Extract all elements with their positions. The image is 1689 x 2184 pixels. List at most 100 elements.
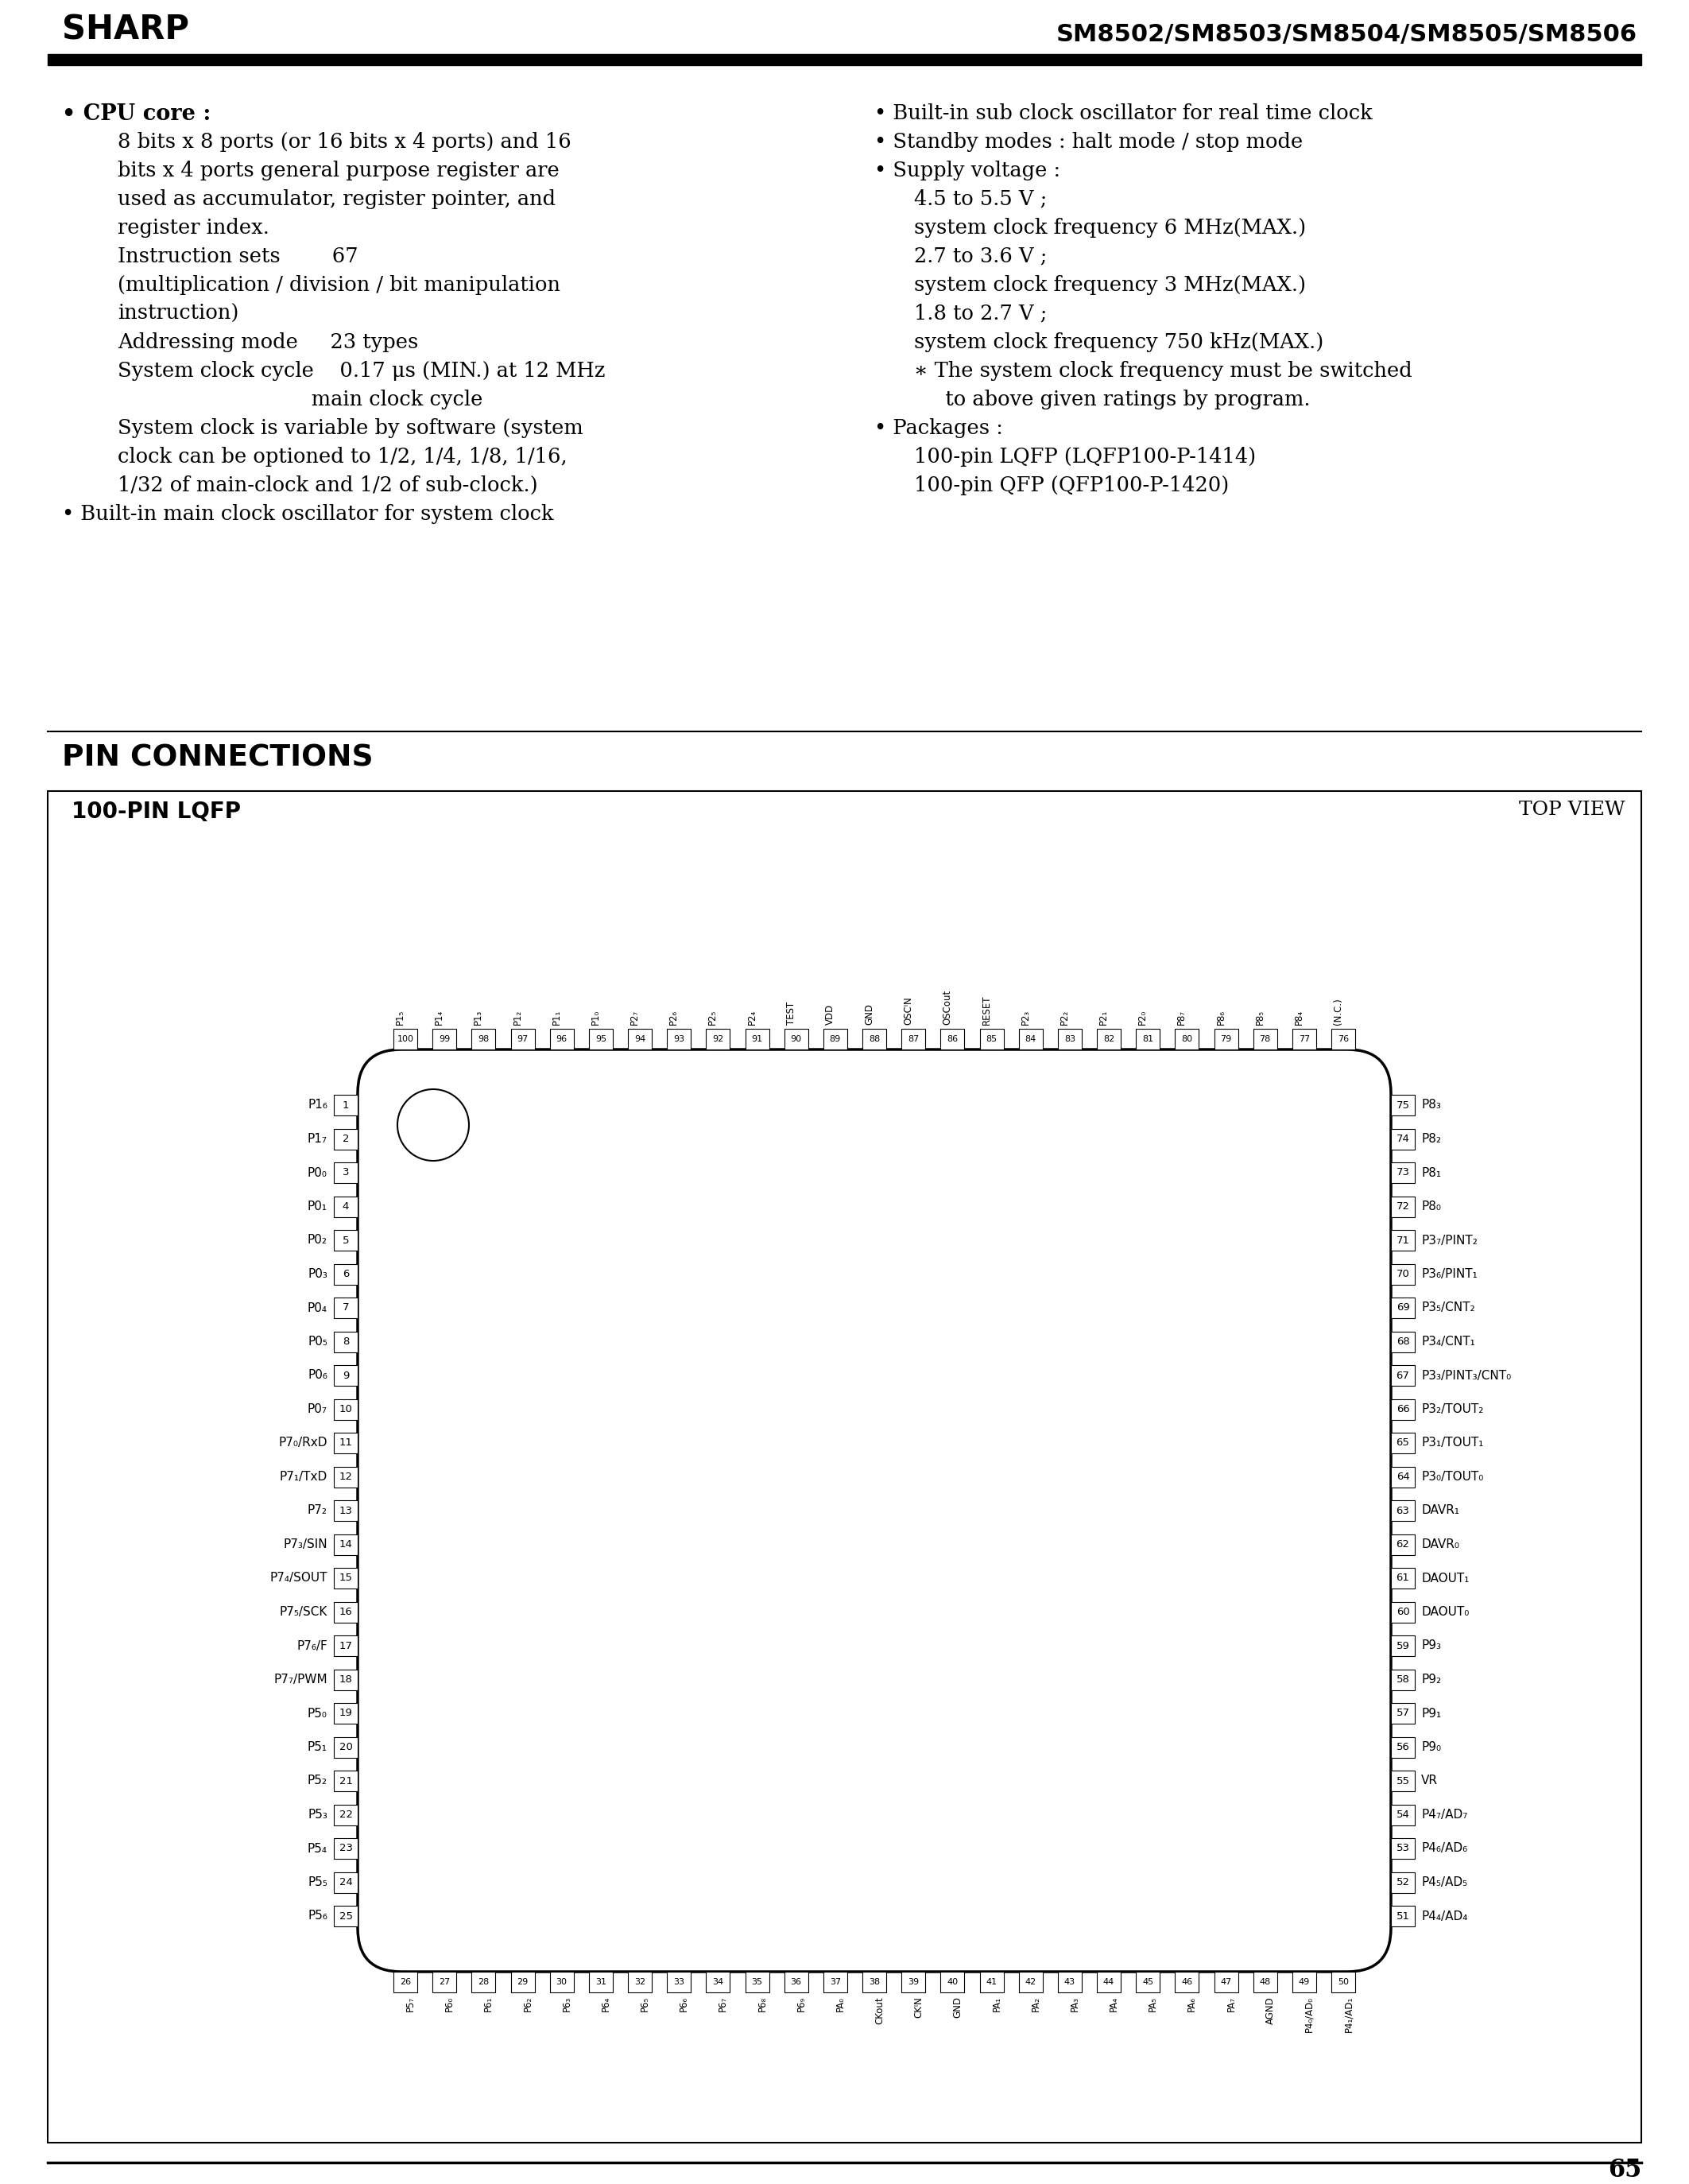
Text: ∗ The system clock frequency must be switched: ∗ The system clock frequency must be swi…: [914, 360, 1412, 380]
Bar: [1392, 1265, 1415, 1284]
Text: 11: 11: [339, 1437, 353, 1448]
Text: 88: 88: [868, 1035, 880, 1044]
Text: CKᴵN: CKᴵN: [914, 1996, 924, 2018]
Text: P3₆/PINT₁: P3₆/PINT₁: [1420, 1269, 1478, 1280]
Text: PA₃: PA₃: [1069, 1996, 1079, 2011]
Text: Addressing mode     23 types: Addressing mode 23 types: [118, 332, 419, 352]
Bar: [1392, 1704, 1415, 1723]
Text: P4₀/AD₀: P4₀/AD₀: [1304, 1996, 1314, 2031]
Bar: [628, 1029, 652, 1051]
Text: 45: 45: [1142, 1979, 1154, 1985]
Bar: [628, 1972, 652, 1992]
Text: P6₆: P6₆: [679, 1996, 689, 2011]
Text: 15: 15: [339, 1572, 353, 1583]
Text: P7₇/PWM: P7₇/PWM: [274, 1673, 328, 1686]
Bar: [1057, 1029, 1081, 1051]
Bar: [334, 1297, 358, 1319]
Text: 54: 54: [1397, 1811, 1410, 1819]
Text: 38: 38: [868, 1979, 880, 1985]
Text: 1/32 of main-clock and 1/2 of sub-clock.): 1/32 of main-clock and 1/2 of sub-clock.…: [118, 476, 537, 496]
Text: P3₂/TOUT₂: P3₂/TOUT₂: [1420, 1404, 1483, 1415]
Text: (N.C.): (N.C.): [1333, 998, 1343, 1024]
Text: P6₅: P6₅: [640, 1996, 650, 2011]
Text: P8₁: P8₁: [1420, 1166, 1441, 1179]
Text: P5₆: P5₆: [307, 1911, 328, 1922]
Bar: [1253, 1029, 1277, 1051]
Text: 59: 59: [1397, 1640, 1410, 1651]
Text: • Standby modes : halt mode / stop mode: • Standby modes : halt mode / stop mode: [875, 131, 1302, 153]
Text: P1₆: P1₆: [307, 1099, 328, 1112]
Text: P4₆/AD₆: P4₆/AD₆: [1420, 1843, 1468, 1854]
Text: 30: 30: [556, 1979, 568, 1985]
Bar: [1392, 1771, 1415, 1791]
Text: 36: 36: [790, 1979, 802, 1985]
Text: P1₃: P1₃: [473, 1009, 483, 1024]
Text: 98: 98: [478, 1035, 490, 1044]
Bar: [334, 1365, 358, 1387]
Text: P0₂: P0₂: [307, 1234, 328, 1247]
Text: P0₆: P0₆: [307, 1369, 328, 1382]
Text: P6₈: P6₈: [757, 1996, 767, 2011]
Bar: [1392, 1736, 1415, 1758]
Text: 2.7 to 3.6 V ;: 2.7 to 3.6 V ;: [914, 247, 1047, 266]
Bar: [1253, 1972, 1277, 1992]
Text: 77: 77: [1299, 1035, 1311, 1044]
Bar: [1392, 1297, 1415, 1319]
Text: 1.8 to 2.7 V ;: 1.8 to 2.7 V ;: [914, 304, 1047, 323]
Text: OSCᴵN: OSCᴵN: [904, 996, 914, 1024]
Bar: [589, 1029, 613, 1051]
Bar: [471, 1029, 495, 1051]
Bar: [980, 1972, 1003, 1992]
Text: 27: 27: [439, 1979, 449, 1985]
Text: 48: 48: [1260, 1979, 1270, 1985]
Bar: [334, 1872, 358, 1894]
Bar: [1137, 1029, 1160, 1051]
Text: 25: 25: [339, 1911, 353, 1922]
Text: 2: 2: [343, 1133, 350, 1144]
Text: 67: 67: [1397, 1369, 1410, 1380]
Text: 29: 29: [517, 1979, 529, 1985]
Text: P1₇: P1₇: [307, 1133, 328, 1144]
Text: 80: 80: [1181, 1035, 1192, 1044]
Bar: [745, 1972, 768, 1992]
Text: P2₁: P2₁: [1098, 1009, 1108, 1024]
Text: P8₂: P8₂: [1420, 1133, 1441, 1144]
Text: Instruction sets        67: Instruction sets 67: [118, 247, 358, 266]
Text: 95: 95: [595, 1035, 606, 1044]
Bar: [334, 1839, 358, 1859]
Bar: [1392, 1365, 1415, 1387]
Text: VDD: VDD: [824, 1005, 836, 1024]
Text: P8₄: P8₄: [1294, 1009, 1304, 1024]
Bar: [334, 1265, 358, 1284]
Text: 31: 31: [595, 1979, 606, 1985]
Text: 86: 86: [948, 1035, 958, 1044]
Text: P8₆: P8₆: [1216, 1009, 1226, 1024]
Text: P9₀: P9₀: [1420, 1741, 1441, 1754]
Bar: [1392, 1804, 1415, 1826]
Text: 3: 3: [343, 1168, 350, 1177]
Bar: [1392, 1332, 1415, 1352]
Text: register index.: register index.: [118, 218, 269, 238]
Text: P2₅: P2₅: [708, 1009, 718, 1024]
Text: GND: GND: [953, 1996, 963, 2018]
Text: 49: 49: [1299, 1979, 1311, 1985]
Text: 19: 19: [339, 1708, 353, 1719]
Text: 13: 13: [339, 1505, 353, 1516]
Bar: [1214, 1029, 1238, 1051]
Bar: [432, 1972, 456, 1992]
Text: main clock cycle: main clock cycle: [118, 389, 483, 408]
Text: P5₀: P5₀: [307, 1708, 328, 1719]
Text: 46: 46: [1181, 1979, 1192, 1985]
Text: 47: 47: [1221, 1979, 1231, 1985]
Bar: [334, 1500, 358, 1520]
Text: 4: 4: [343, 1201, 350, 1212]
Bar: [334, 1533, 358, 1555]
Text: P5₁: P5₁: [307, 1741, 328, 1754]
Text: 5: 5: [343, 1236, 350, 1245]
Text: P1₅: P1₅: [395, 1009, 405, 1024]
Text: P3₅/CNT₂: P3₅/CNT₂: [1420, 1302, 1474, 1315]
Text: 66: 66: [1397, 1404, 1410, 1415]
Text: P6₃: P6₃: [562, 1996, 573, 2011]
Bar: [334, 1636, 358, 1655]
Text: (multiplication / division / bit manipulation: (multiplication / division / bit manipul…: [118, 275, 561, 295]
